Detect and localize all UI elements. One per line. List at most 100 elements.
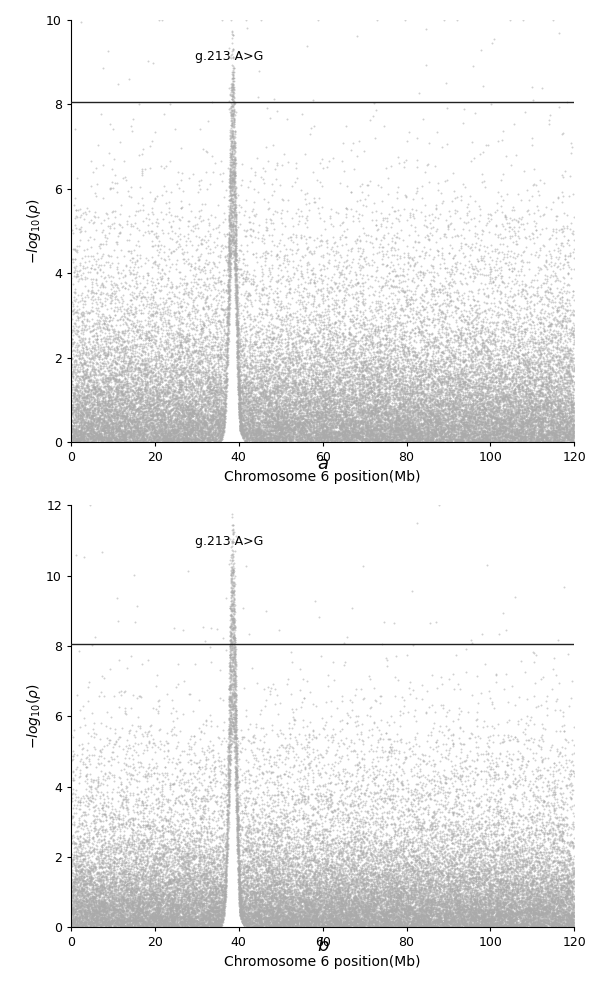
Point	[249, 872, 259, 888]
Point	[256, 345, 266, 361]
Point	[191, 405, 201, 421]
Point	[565, 410, 575, 426]
Point	[391, 423, 401, 439]
Point	[310, 910, 320, 926]
Point	[474, 797, 483, 813]
Point	[427, 906, 436, 922]
Point	[185, 417, 194, 433]
Point	[144, 916, 154, 932]
Point	[169, 873, 178, 889]
Point	[451, 901, 461, 917]
Point	[397, 422, 406, 438]
Point	[203, 875, 213, 891]
Point	[318, 906, 327, 922]
Point	[336, 430, 345, 446]
Point	[518, 912, 527, 928]
Point	[190, 335, 200, 351]
Point	[195, 417, 204, 433]
Point	[361, 329, 370, 345]
Point	[489, 885, 498, 901]
Point	[536, 409, 545, 425]
Point	[419, 916, 429, 932]
Point	[275, 177, 285, 193]
Point	[275, 887, 285, 903]
Point	[546, 430, 556, 446]
Point	[483, 831, 493, 847]
Point	[431, 400, 440, 416]
Point	[188, 417, 198, 433]
Point	[210, 913, 219, 929]
Point	[312, 845, 321, 861]
Point	[175, 397, 185, 413]
Point	[446, 821, 455, 837]
Point	[437, 358, 446, 374]
Point	[145, 400, 155, 416]
Point	[101, 900, 110, 916]
Point	[562, 345, 571, 361]
Point	[285, 432, 295, 448]
Point	[458, 855, 467, 871]
Point	[204, 898, 213, 914]
Point	[297, 916, 306, 932]
Point	[345, 877, 354, 893]
Point	[189, 422, 198, 438]
Point	[482, 381, 492, 397]
Point	[101, 917, 110, 933]
Point	[231, 780, 241, 796]
Point	[332, 434, 342, 450]
Point	[79, 899, 88, 915]
Point	[440, 405, 449, 421]
Point	[175, 415, 185, 431]
Point	[472, 855, 482, 871]
Point	[118, 428, 128, 444]
Point	[101, 400, 111, 416]
Point	[542, 312, 551, 328]
Point	[69, 391, 79, 407]
Point	[450, 390, 459, 406]
Point	[477, 366, 487, 382]
Point	[227, 108, 237, 124]
Point	[411, 402, 421, 418]
Point	[166, 372, 175, 388]
Point	[263, 426, 273, 442]
Point	[146, 407, 155, 423]
Point	[516, 418, 525, 434]
Point	[533, 399, 542, 415]
Point	[193, 423, 202, 439]
Point	[101, 406, 110, 422]
Point	[93, 421, 102, 437]
Point	[276, 837, 285, 853]
Point	[430, 425, 440, 441]
Point	[130, 413, 140, 429]
Point	[177, 340, 186, 356]
Point	[120, 393, 130, 409]
Point	[280, 908, 289, 924]
Point	[176, 919, 186, 935]
Point	[501, 405, 511, 421]
Point	[429, 917, 438, 933]
Point	[323, 432, 333, 448]
Point	[391, 414, 401, 430]
Point	[488, 916, 497, 932]
Point	[322, 903, 332, 919]
Point	[321, 409, 331, 425]
Point	[186, 432, 196, 448]
Point	[142, 872, 152, 888]
Point	[385, 901, 395, 917]
Point	[493, 836, 503, 852]
Point	[545, 335, 554, 351]
Point	[506, 428, 516, 444]
Point	[130, 911, 140, 927]
Point	[101, 370, 110, 386]
Point	[277, 380, 287, 396]
Point	[263, 917, 273, 933]
Point	[246, 393, 256, 409]
Point	[322, 913, 332, 929]
Point	[282, 876, 292, 892]
Point	[292, 857, 301, 873]
Point	[320, 362, 330, 378]
Point	[254, 419, 263, 435]
Point	[167, 422, 176, 438]
Point	[127, 367, 136, 383]
Point	[424, 399, 433, 415]
